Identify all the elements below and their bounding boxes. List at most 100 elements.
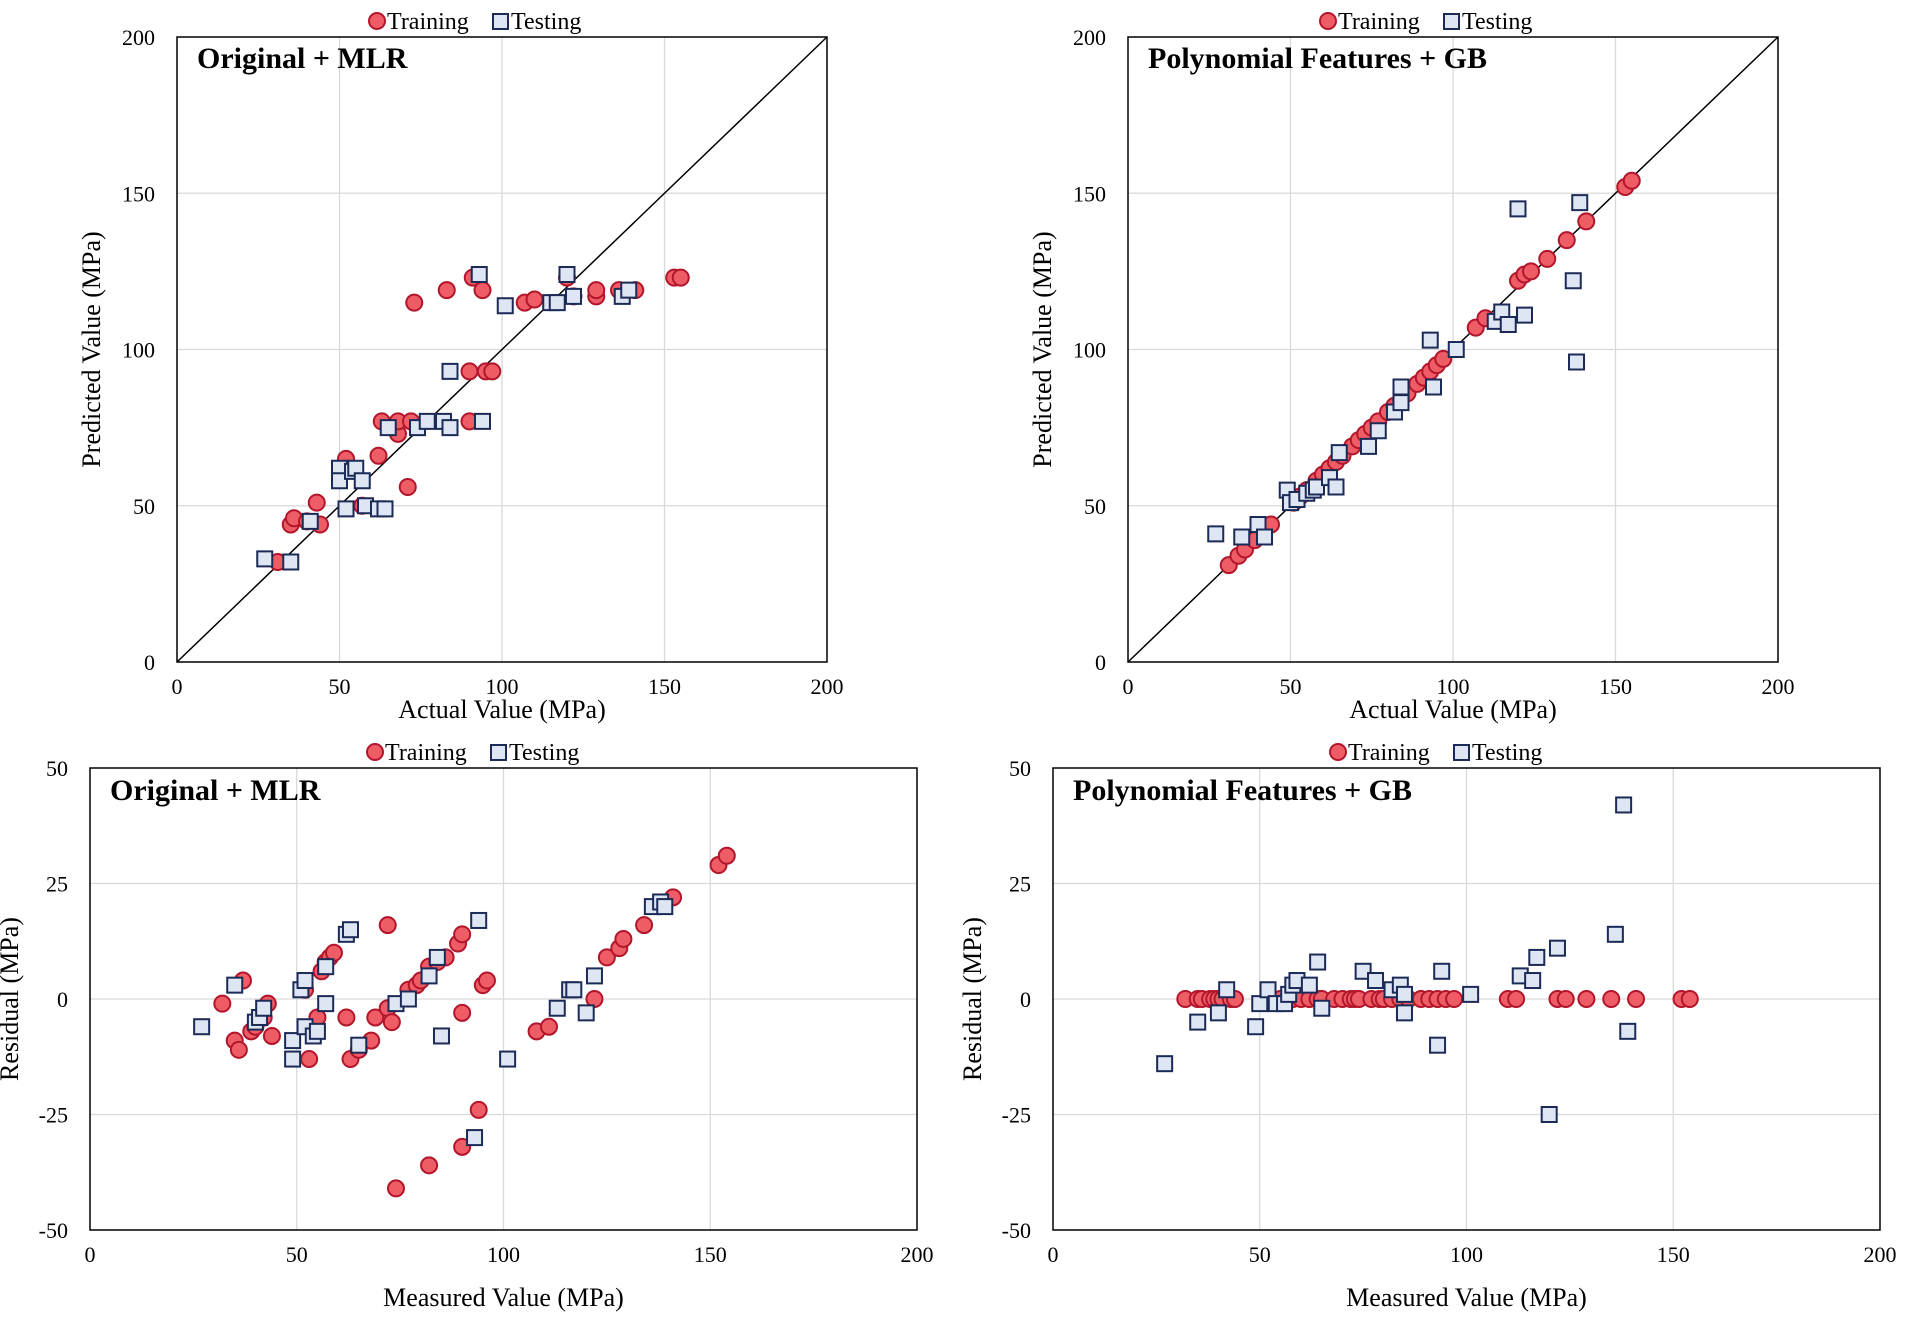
testing-point (466, 1129, 484, 1147)
testing-point (470, 911, 488, 929)
y-tick-label: 0 (144, 650, 155, 675)
x-tick-label: 0 (1123, 674, 1134, 699)
testing-point (1300, 976, 1318, 994)
testing-point (331, 472, 348, 490)
testing-point (1524, 972, 1542, 990)
legend-training-marker (366, 743, 384, 761)
training-point (229, 1040, 248, 1059)
testing-point (399, 990, 417, 1008)
plot-frame (176, 36, 828, 663)
testing-point (317, 958, 335, 976)
testing-point (1209, 1004, 1227, 1022)
training-point (1602, 990, 1621, 1008)
legend: Training Testing (1329, 740, 1542, 766)
training-point (453, 1003, 472, 1022)
testing-point (1548, 939, 1566, 957)
training-point (587, 281, 606, 300)
testing-point (256, 550, 274, 568)
testing-point (296, 972, 314, 990)
testing-point (1429, 1036, 1447, 1054)
testing-point (1606, 925, 1624, 943)
testing-point (282, 553, 300, 571)
legend-testing-marker (492, 13, 509, 30)
tick-labels: 0 50 100 150 200 0 50 100 150 200 (1073, 25, 1795, 699)
panel-title: Original + MLR (197, 42, 408, 75)
y-tick-label: 200 (1073, 25, 1106, 50)
legend-training-marker (1329, 743, 1347, 761)
training-point (300, 1050, 319, 1069)
testing-point (317, 995, 335, 1013)
y-tick-label: 100 (122, 338, 155, 363)
y-tick-label: 50 (1009, 756, 1031, 781)
testing-point (1189, 1013, 1207, 1031)
legend-testing-label: Testing (1462, 9, 1532, 35)
training-point (525, 290, 544, 309)
training-point (477, 971, 496, 990)
x-axis-label: Measured Value (MPa) (1346, 1283, 1587, 1312)
y-tick-label: 200 (122, 25, 155, 50)
testing-point (1259, 981, 1277, 999)
x-axis-label: Actual Value (MPa) (1349, 695, 1556, 724)
x-tick-label: 150 (1657, 1242, 1690, 1267)
testing-point (1509, 200, 1527, 218)
testing-point (1425, 378, 1442, 396)
testing-point (255, 999, 273, 1017)
training-point (366, 1008, 385, 1027)
testing-point (376, 500, 394, 518)
testing-point (301, 512, 319, 530)
testing-point (1369, 422, 1387, 440)
testing-point (1568, 353, 1585, 371)
training-point (1434, 349, 1453, 368)
testing-point (585, 967, 603, 985)
y-tick-label: -50 (1002, 1218, 1031, 1243)
testing-point (1156, 1055, 1174, 1073)
training-point (398, 478, 417, 496)
y-axis-label: Residual (MPa) (0, 917, 24, 1081)
testing-point (577, 1004, 595, 1022)
legend-testing-label: Testing (1472, 740, 1542, 766)
training-point (369, 446, 388, 465)
training-point (1577, 212, 1596, 231)
x-tick-label: 200 (1762, 674, 1795, 699)
training-point (614, 929, 633, 948)
legend-testing-label: Testing (511, 9, 581, 35)
y-tick-label: 25 (1009, 872, 1031, 897)
training-point (262, 1026, 281, 1045)
training-point (420, 1156, 439, 1175)
tick-labels: 0 50 100 150 200 0 50 100 150 200 (122, 25, 844, 699)
legend-training-label: Training (385, 740, 467, 766)
y-tick-label: 150 (1073, 181, 1106, 206)
testing-point (1360, 437, 1377, 455)
testing-point (441, 362, 459, 380)
testing-point (1571, 194, 1589, 212)
legend-training-label: Training (387, 9, 469, 35)
training-point (405, 293, 424, 312)
legend: Training Testing (366, 740, 579, 766)
tick-labels: 0 50 100 150 200 -50 -25 0 25 50 (1002, 756, 1897, 1267)
training-point (671, 268, 690, 287)
legend: Training Testing (1319, 9, 1532, 35)
panel-title: Polynomial Features + GB (1148, 42, 1487, 75)
testing-point (548, 294, 566, 312)
testing-point (1540, 1106, 1558, 1123)
training-point (378, 916, 397, 935)
x-axis-label: Actual Value (MPa) (398, 695, 605, 724)
data-points (1207, 171, 1641, 575)
testing-point (565, 981, 583, 999)
testing-point (337, 500, 355, 518)
testing-point (1395, 985, 1413, 1003)
y-tick-label: 150 (122, 181, 155, 206)
training-point (635, 916, 654, 935)
panel-resid-mlr: 0 50 100 150 200 -50 -25 0 25 50 Original + MLR M… (0, 740, 934, 1312)
legend-training-label: Training (1348, 740, 1430, 766)
testing-point (565, 287, 582, 305)
training-point (460, 362, 479, 381)
testing-point (1218, 981, 1236, 999)
tick-labels: 0 50 100 150 200 -50 -25 0 25 50 (39, 756, 934, 1267)
testing-point (284, 1032, 302, 1050)
testing-point (1308, 478, 1325, 496)
testing-point (1392, 378, 1410, 396)
y-tick-label: -50 (39, 1218, 68, 1243)
x-tick-label: 150 (1599, 674, 1632, 699)
